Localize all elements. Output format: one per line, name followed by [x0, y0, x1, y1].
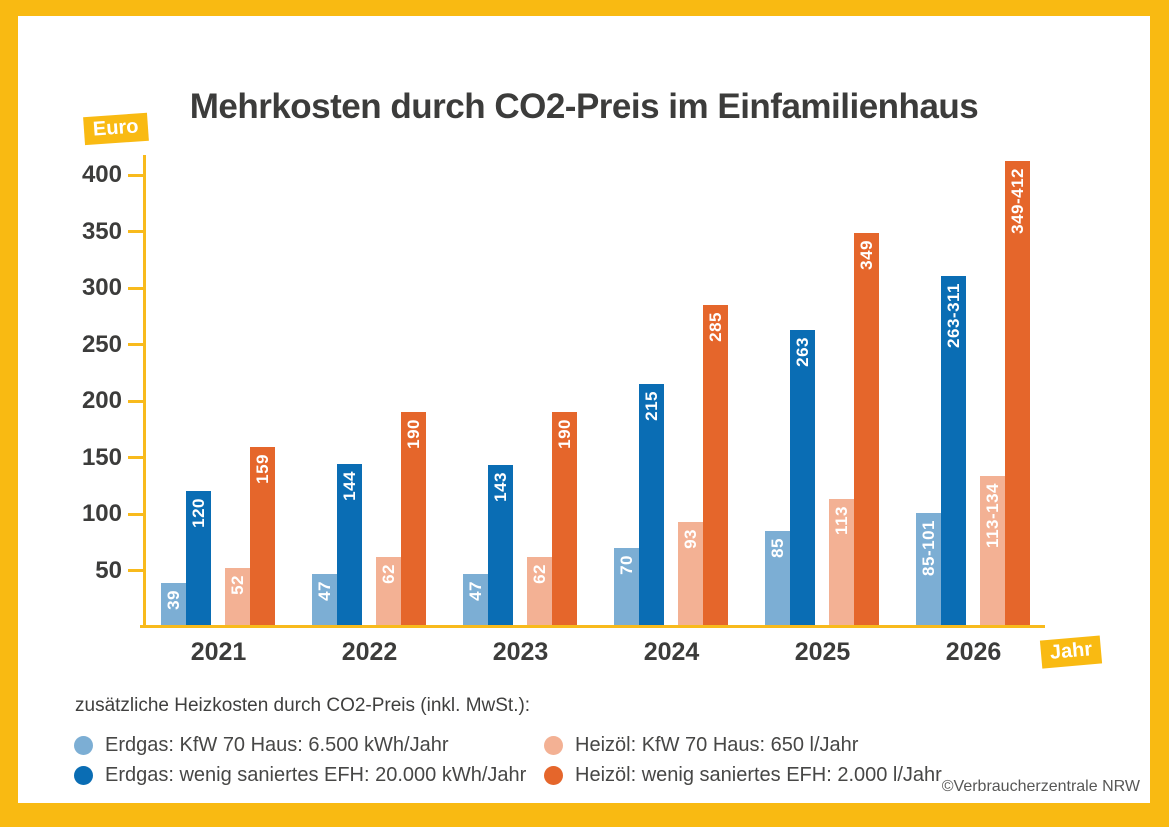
bar: 120 [186, 491, 211, 628]
bar: 113 [829, 499, 854, 628]
y-tick-mark [128, 173, 144, 177]
y-tick-mark [128, 456, 144, 459]
copyright-notice: ©Verbraucherzentrale NRW [941, 778, 1140, 795]
bar-value-label: 113 [831, 506, 851, 536]
bar-value-label: 93 [680, 528, 700, 549]
bar-value-label: 39 [163, 589, 183, 610]
y-tick-label: 100 [81, 500, 122, 527]
legend-swatch-erdgas-efh [74, 765, 93, 785]
bar-value-label: 52 [227, 575, 247, 596]
bar-value-label: 285 [705, 311, 725, 342]
legend-item: Erdgas: wenig saniertes EFH: 20.000 kWh/… [74, 760, 526, 790]
bar: 190 [552, 412, 577, 628]
legend-item: Heizöl: KfW 70 Haus: 650 l/Jahr [544, 730, 942, 760]
y-tick-label: 150 [81, 443, 122, 471]
bar: 143 [488, 465, 513, 628]
bar-value-label: 62 [529, 563, 549, 584]
legend-item-label: Heizöl: wenig saniertes EFH: 2.000 l/Jah… [575, 764, 942, 786]
bar-value-label: 113-134 [982, 482, 1002, 548]
bar-value-label: 47 [314, 580, 334, 601]
bar-value-label: 159 [252, 454, 272, 485]
x-axis-year-label: 2024 [643, 638, 700, 666]
bar: 215 [639, 384, 664, 628]
y-tick-label: 300 [81, 274, 122, 301]
bar-value-label: 215 [641, 391, 661, 421]
bar: 62 [527, 556, 552, 628]
content-panel [18, 16, 1150, 803]
bar: 349-412 [1005, 161, 1030, 628]
x-axis-year-label: 2026 [945, 638, 1002, 666]
bar: 62 [376, 556, 401, 628]
y-tick-mark [128, 230, 144, 233]
bar: 52 [225, 568, 250, 628]
y-tick-label: 200 [81, 387, 122, 414]
bar-value-label: 120 [188, 498, 208, 529]
bar: 39 [161, 582, 186, 628]
bar-value-label: 144 [339, 471, 359, 502]
bar-value-label: 62 [378, 563, 398, 584]
bar-value-label: 190 [403, 419, 423, 450]
bar: 70 [614, 547, 639, 628]
bar: 263 [790, 329, 815, 628]
legend-column-left: Erdgas: KfW 70 Haus: 6.500 kWh/Jahr Erdg… [74, 730, 526, 790]
bar: 47 [463, 573, 488, 628]
y-axis-line [143, 155, 146, 628]
legend-item: Heizöl: wenig saniertes EFH: 2.000 l/Jah… [544, 760, 942, 790]
legend-item: Erdgas: KfW 70 Haus: 6.500 kWh/Jahr [74, 730, 526, 760]
legend-swatch-heizoel-kfw [544, 735, 563, 755]
y-tick-mark [128, 512, 144, 516]
x-axis-year-label: 2022 [341, 638, 398, 666]
x-axis-year-label: 2021 [190, 638, 247, 666]
legend-swatch-erdgas-kfw [74, 735, 93, 755]
y-tick-mark [128, 569, 144, 572]
legend-item-label: Heizöl: KfW 70 Haus: 650 l/Jahr [575, 734, 859, 756]
bar: 159 [250, 447, 275, 628]
y-axis-unit-badge: Euro [83, 112, 149, 146]
x-axis-line [140, 625, 1045, 628]
y-tick-label: 350 [81, 217, 122, 245]
y-tick-label: 250 [81, 330, 122, 358]
y-tick-label: 400 [81, 161, 122, 188]
bar: 190 [401, 412, 426, 628]
bar: 285 [703, 304, 728, 628]
legend-column-right: Heizöl: KfW 70 Haus: 650 l/Jahr Heizöl: … [544, 730, 942, 790]
bar-value-label: 85-101 [918, 519, 938, 576]
bar: 85 [765, 530, 790, 628]
bar-value-label: 263-311 [943, 282, 963, 348]
y-tick-mark [128, 286, 144, 290]
legend-heading: zusätzliche Heizkosten durch CO2-Preis (… [75, 695, 531, 716]
bar: 113-134 [980, 475, 1005, 628]
x-axis-year-label: 2025 [794, 638, 851, 666]
legend-swatch-heizoel-efh [544, 765, 563, 785]
y-tick-mark [128, 399, 144, 403]
bar-value-label: 349-412 [1007, 168, 1027, 235]
bar-value-label: 70 [616, 554, 636, 575]
bar: 93 [678, 521, 703, 628]
chart-title: Mehrkosten durch CO2-Preis im Einfamilie… [189, 87, 979, 127]
bar: 263-311 [941, 275, 966, 628]
y-tick-mark [128, 343, 144, 346]
bar: 349 [854, 232, 879, 628]
x-axis-year-label: 2023 [492, 638, 549, 666]
bar: 85-101 [916, 512, 941, 628]
bar-value-label: 47 [465, 580, 485, 601]
bar-value-label: 349 [856, 239, 876, 270]
bar: 144 [337, 464, 362, 628]
bar-value-label: 190 [554, 419, 574, 450]
y-tick-label: 50 [95, 556, 122, 584]
legend-item-label: Erdgas: wenig saniertes EFH: 20.000 kWh/… [105, 764, 527, 786]
x-axis-unit-badge: Jahr [1039, 635, 1103, 669]
bar-value-label: 263 [792, 336, 812, 367]
bar-value-label: 85 [767, 537, 787, 558]
bar-value-label: 143 [490, 472, 510, 503]
bar: 47 [312, 573, 337, 628]
legend-item-label: Erdgas: KfW 70 Haus: 6.500 kWh/Jahr [105, 734, 449, 756]
